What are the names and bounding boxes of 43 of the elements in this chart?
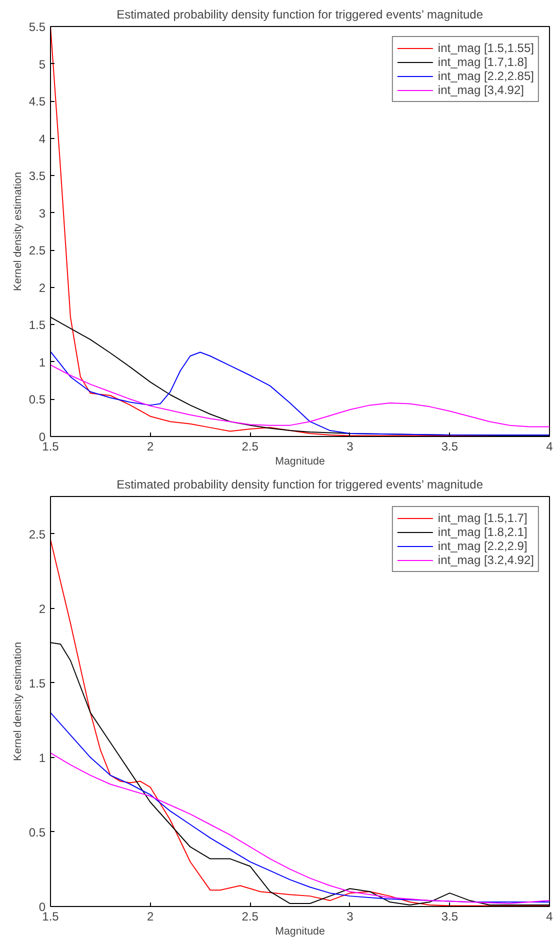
y-tick-label: 3	[38, 206, 46, 220]
y-tick-label: 5	[38, 57, 46, 72]
legend-label: int_mag [1.8,2.1]	[438, 525, 528, 539]
x-tick-label: 2	[146, 440, 154, 454]
y-tick-label: 2	[38, 280, 46, 295]
line-series	[50, 752, 550, 904]
chart-title: Estimated probability density function for triggered events’ magnitude	[116, 8, 484, 22]
legend-label: int_mag [1.7,1.8]	[438, 55, 528, 69]
x-tick-label: 3	[346, 910, 354, 924]
y-tick-label: 2	[38, 602, 46, 616]
x-tick-label: 3.5	[441, 910, 458, 924]
y-tick-label: 0.5	[28, 392, 46, 407]
y-tick-label: 0.5	[28, 825, 46, 840]
y-tick-label: 1.5	[28, 318, 46, 332]
y-axis-title: Kernel density estimation	[12, 642, 24, 762]
line-series	[50, 364, 550, 428]
y-tick-label: 5.5	[28, 20, 46, 34]
y-tick-label: 1	[38, 355, 46, 370]
y-tick-label: 4	[38, 132, 46, 146]
y-tick-label: 4.5	[28, 94, 46, 109]
x-tick-label: 4	[546, 910, 554, 924]
legend-label: int_mag [2.2,2.9]	[438, 539, 528, 553]
y-tick-label: 1.5	[28, 676, 46, 690]
x-tick-label: 4	[546, 440, 554, 454]
x-tick-label: 3	[346, 440, 354, 454]
y-tick-label: 2.5	[28, 527, 46, 542]
chart-title: Estimated probability density function for triggered events’ magnitude	[116, 478, 484, 492]
x-axis-title: Magnitude	[275, 926, 325, 938]
x-tick-label: 2.5	[242, 440, 259, 454]
line-series	[50, 712, 550, 903]
x-axis-title: Magnitude	[275, 456, 325, 468]
y-axis-title: Kernel density estimation	[12, 172, 24, 292]
legend-label: int_mag [1.5,1.55]	[438, 41, 534, 55]
x-tick-label: 2.5	[242, 910, 259, 924]
legend-label: int_mag [3,4.92]	[438, 83, 524, 97]
y-tick-label: 1	[38, 750, 46, 765]
x-tick-label: 2	[146, 910, 154, 924]
legend-label: int_mag [3.2,4.92]	[438, 553, 534, 567]
legend-label: int_mag [1.5,1.7]	[438, 511, 528, 525]
y-tick-label: 2.5	[28, 244, 46, 258]
legend-label: int_mag [2.2,2.85]	[438, 69, 534, 83]
y-tick-label: 3.5	[28, 169, 46, 184]
x-tick-label: 3.5	[441, 440, 458, 454]
